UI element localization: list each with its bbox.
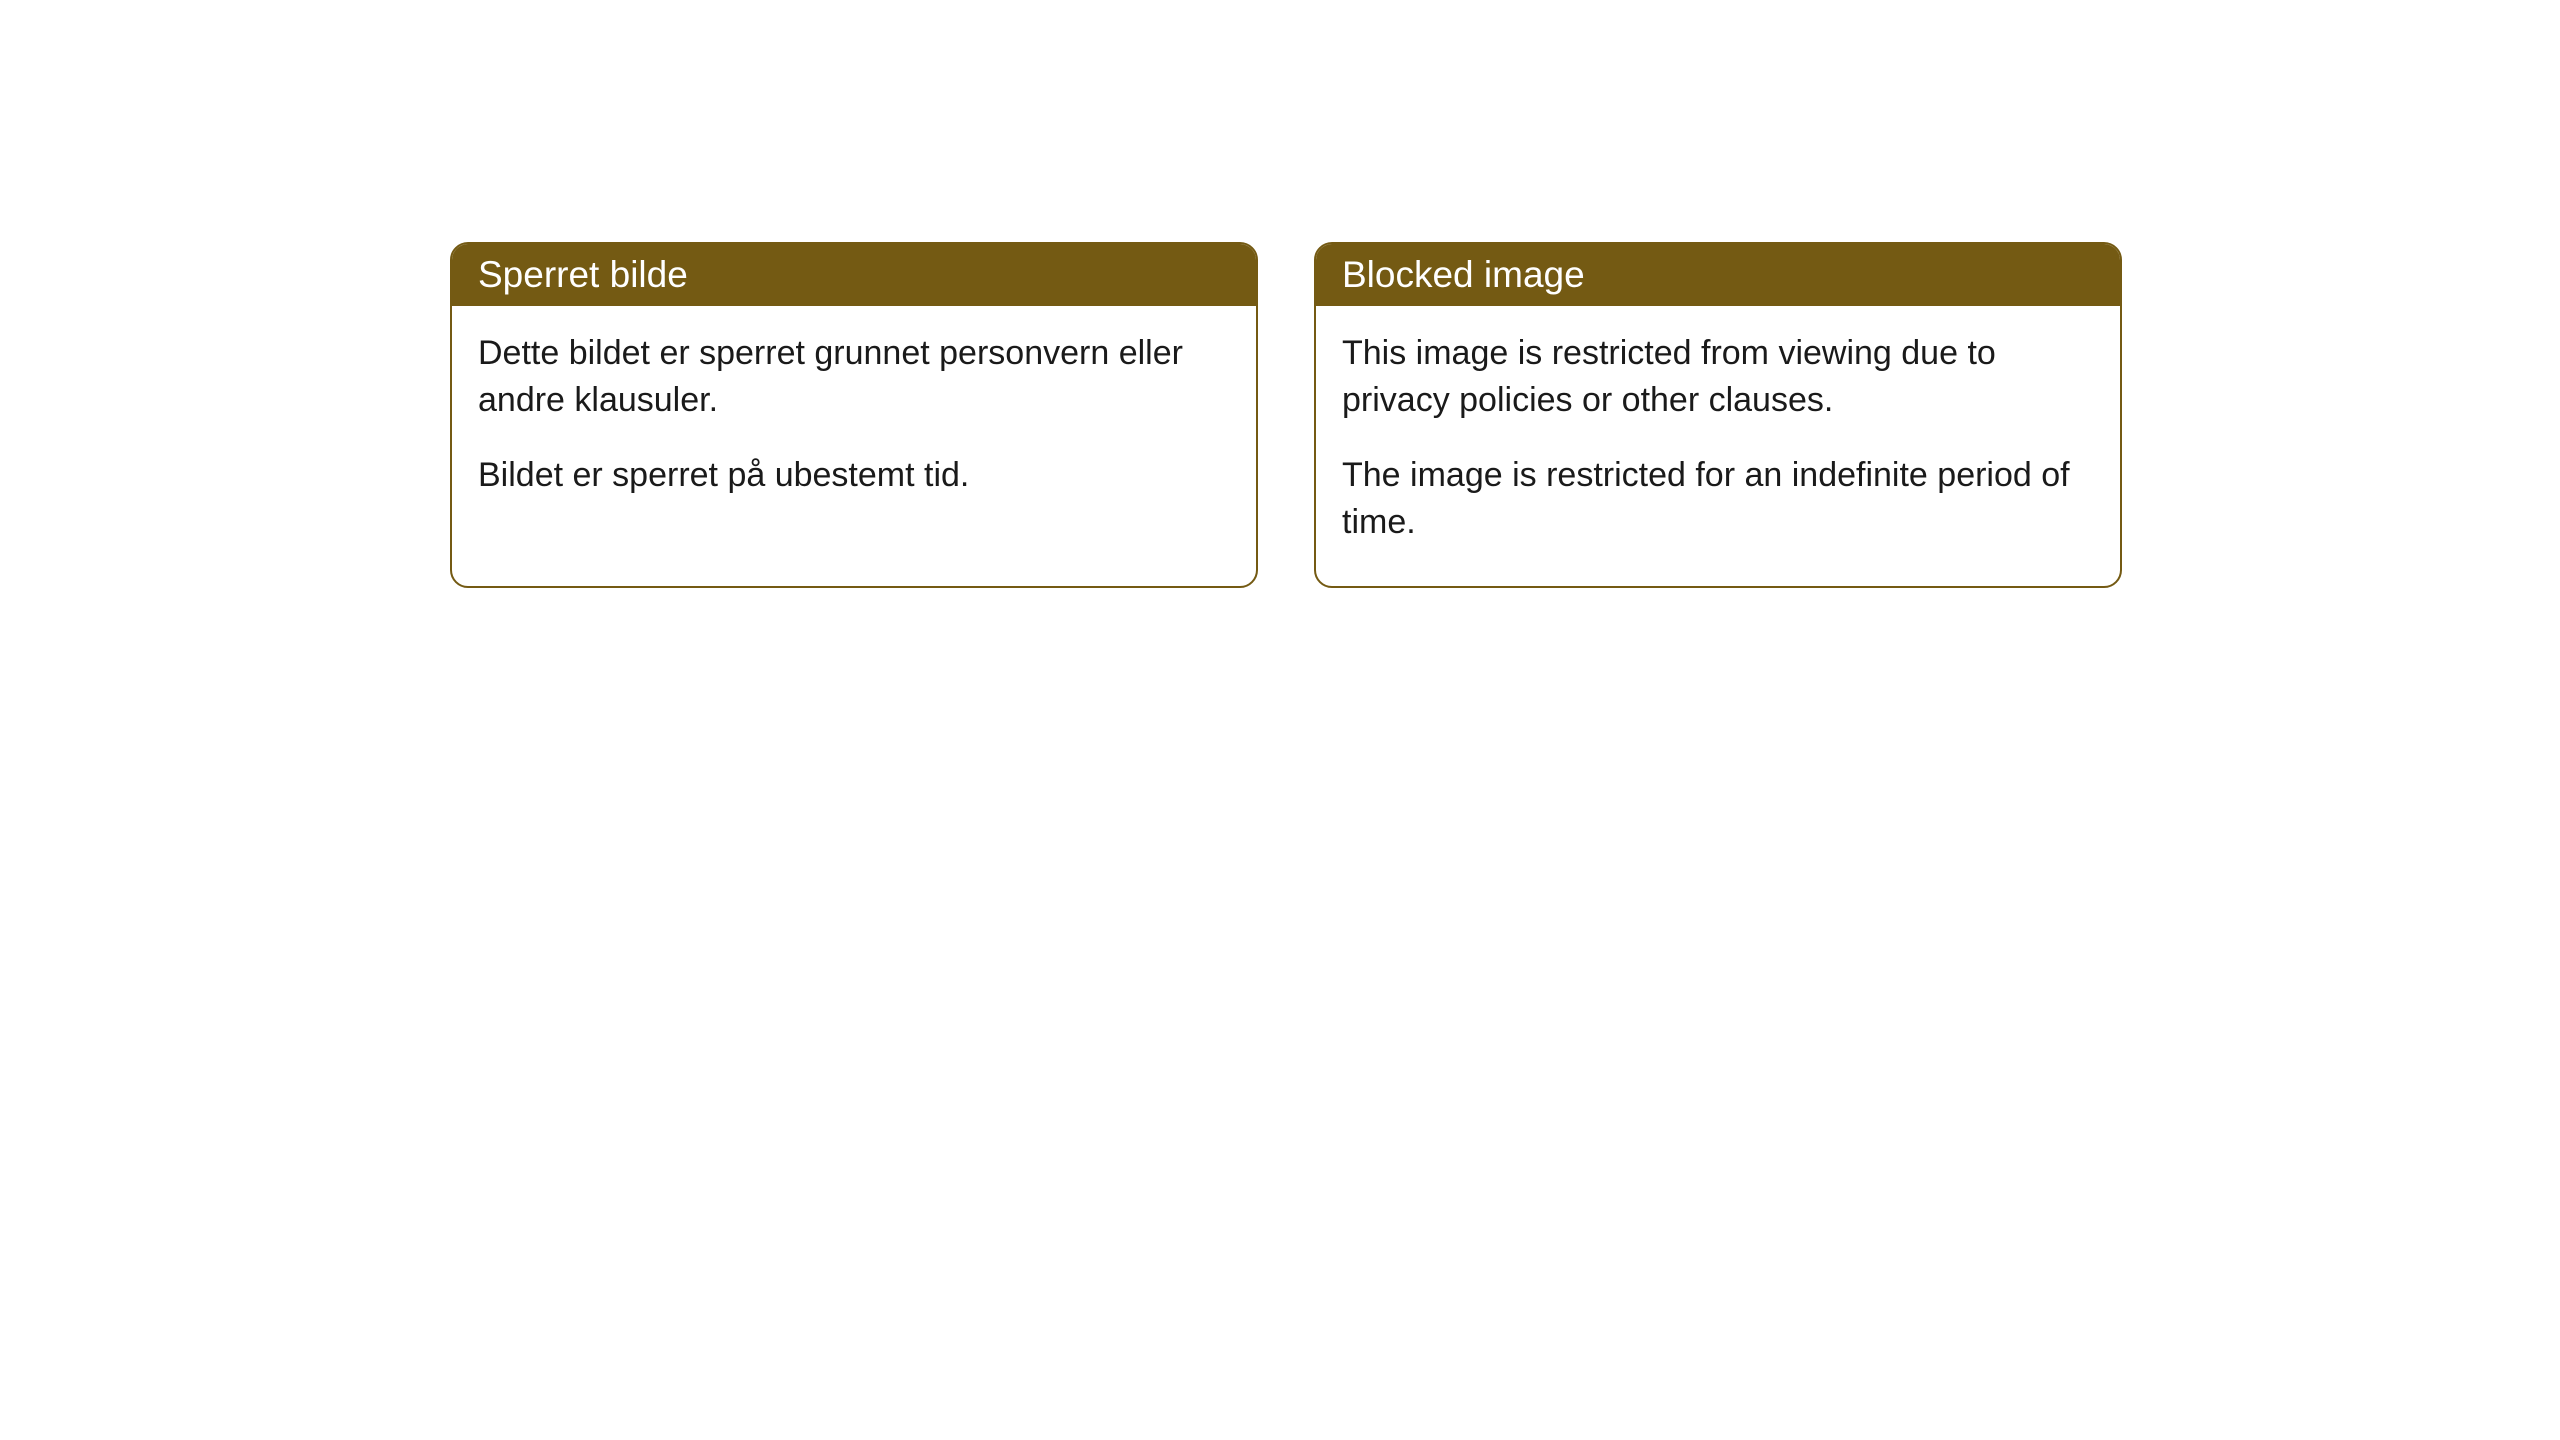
card-paragraph: The image is restricted for an indefinit… (1342, 452, 2094, 546)
card-header: Blocked image (1316, 244, 2120, 306)
card-body: Dette bildet er sperret grunnet personve… (452, 306, 1256, 539)
card-paragraph: Dette bildet er sperret grunnet personve… (478, 330, 1230, 424)
card-header: Sperret bilde (452, 244, 1256, 306)
card-title: Blocked image (1342, 254, 1585, 295)
notice-card-english: Blocked image This image is restricted f… (1314, 242, 2122, 588)
card-title: Sperret bilde (478, 254, 688, 295)
notice-card-norwegian: Sperret bilde Dette bildet er sperret gr… (450, 242, 1258, 588)
card-paragraph: This image is restricted from viewing du… (1342, 330, 2094, 424)
card-paragraph: Bildet er sperret på ubestemt tid. (478, 452, 1230, 499)
notice-cards-container: Sperret bilde Dette bildet er sperret gr… (450, 242, 2122, 588)
card-body: This image is restricted from viewing du… (1316, 306, 2120, 586)
